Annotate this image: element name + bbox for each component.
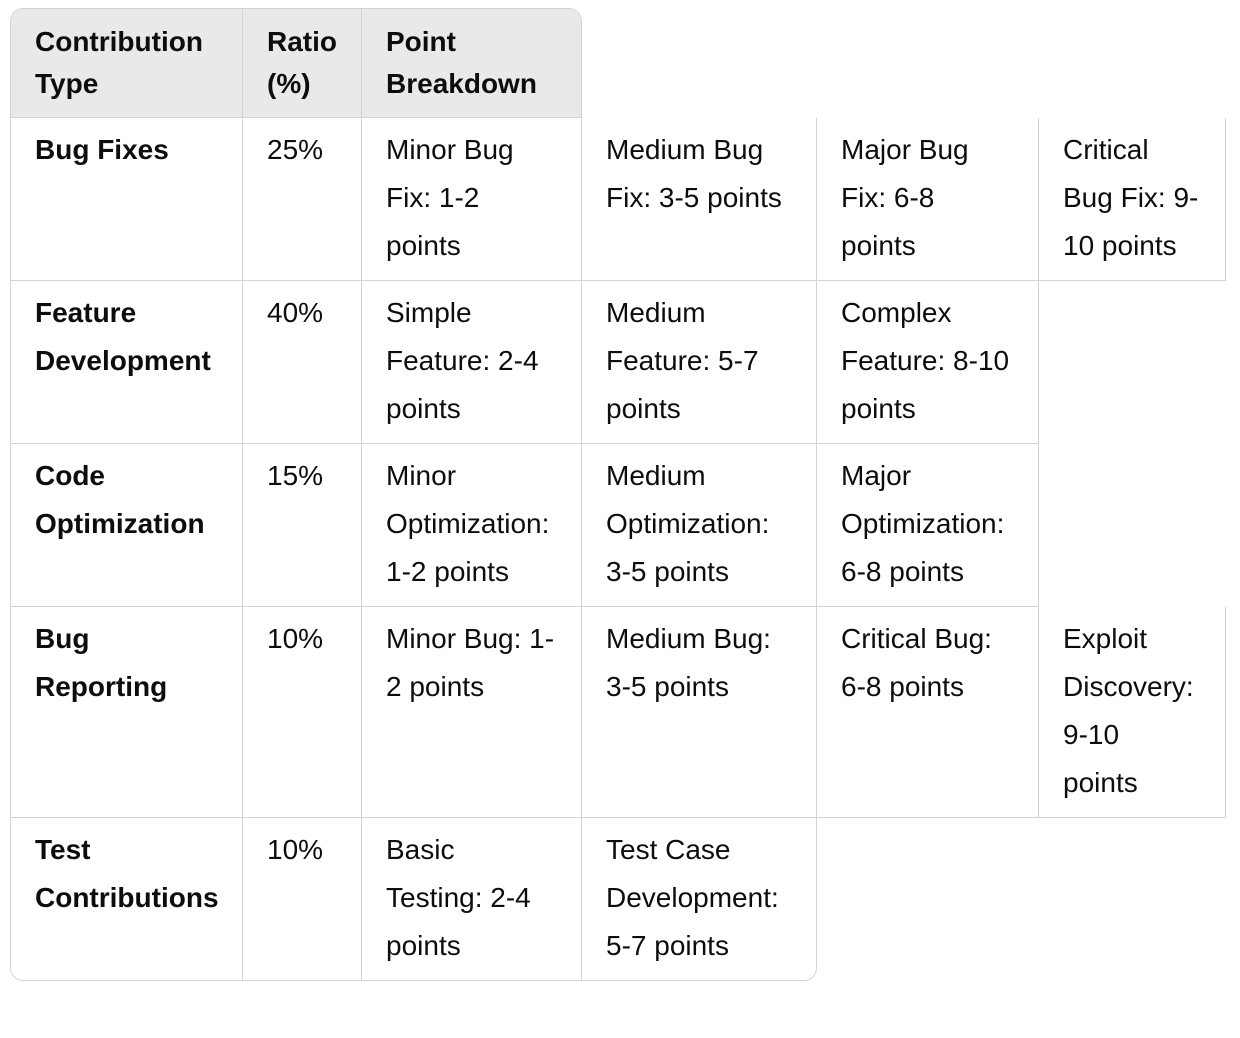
ratio-cell: 40%	[243, 281, 362, 444]
table-row-code-optimization: Code Optimization 15% Minor Optimization…	[10, 444, 1226, 607]
table-row-feature-development: Feature Development 40% Simple Feature: …	[10, 281, 1226, 444]
breakdown-cell: Major Optimization: 6-8 points	[817, 444, 1039, 607]
col-header-ratio: Ratio (%)	[243, 8, 362, 118]
breakdown-cell: Complex Feature: 8-10 points	[817, 281, 1039, 444]
breakdown-cell: Simple Feature: 2-4 points	[362, 281, 582, 444]
breakdown-cell: Critical Bug Fix: 9-10 points	[1039, 118, 1226, 281]
breakdown-cell: Minor Optimization: 1-2 points	[362, 444, 582, 607]
table-row-bug-fixes: Bug Fixes 25% Minor Bug Fix: 1-2 points …	[10, 118, 1226, 281]
breakdown-cell: Basic Testing: 2-4 points	[362, 818, 582, 981]
col-header-contribution-type: Contribution Type	[10, 8, 243, 118]
breakdown-cell: Minor Bug Fix: 1-2 points	[362, 118, 582, 281]
col-header-point-breakdown: Point Breakdown	[362, 8, 582, 118]
contribution-points-table: Contribution Type Ratio (%) Point Breakd…	[10, 8, 1226, 981]
ratio-cell: 10%	[243, 607, 362, 818]
table-header: Contribution Type Ratio (%) Point Breakd…	[10, 8, 1226, 118]
row-label-cell: Code Optimization	[10, 444, 243, 607]
breakdown-cell: Medium Optimization: 3-5 points	[582, 444, 817, 607]
ratio-cell: 25%	[243, 118, 362, 281]
ratio-cell: 10%	[243, 818, 362, 981]
breakdown-cell: Critical Bug: 6-8 points	[817, 607, 1039, 818]
breakdown-cell: Minor Bug: 1-2 points	[362, 607, 582, 818]
breakdown-cell: Medium Feature: 5-7 points	[582, 281, 817, 444]
table-row-test-contributions: Test Contributions 10% Basic Testing: 2-…	[10, 818, 1226, 981]
row-label-cell: Feature Development	[10, 281, 243, 444]
breakdown-cell: Medium Bug Fix: 3-5 points	[582, 118, 817, 281]
header-row: Contribution Type Ratio (%) Point Breakd…	[10, 8, 1226, 118]
row-label-cell: Bug Reporting	[10, 607, 243, 818]
row-label-cell: Test Contributions	[10, 818, 243, 981]
row-label-cell: Bug Fixes	[10, 118, 243, 281]
breakdown-cell: Major Bug Fix: 6-8 points	[817, 118, 1039, 281]
ratio-cell: 15%	[243, 444, 362, 607]
breakdown-cell: Test Case Development: 5-7 points	[582, 818, 817, 981]
breakdown-cell: Medium Bug: 3-5 points	[582, 607, 817, 818]
table-row-bug-reporting: Bug Reporting 10% Minor Bug: 1-2 points …	[10, 607, 1226, 818]
breakdown-cell: Exploit Discovery: 9-10 points	[1039, 607, 1226, 818]
